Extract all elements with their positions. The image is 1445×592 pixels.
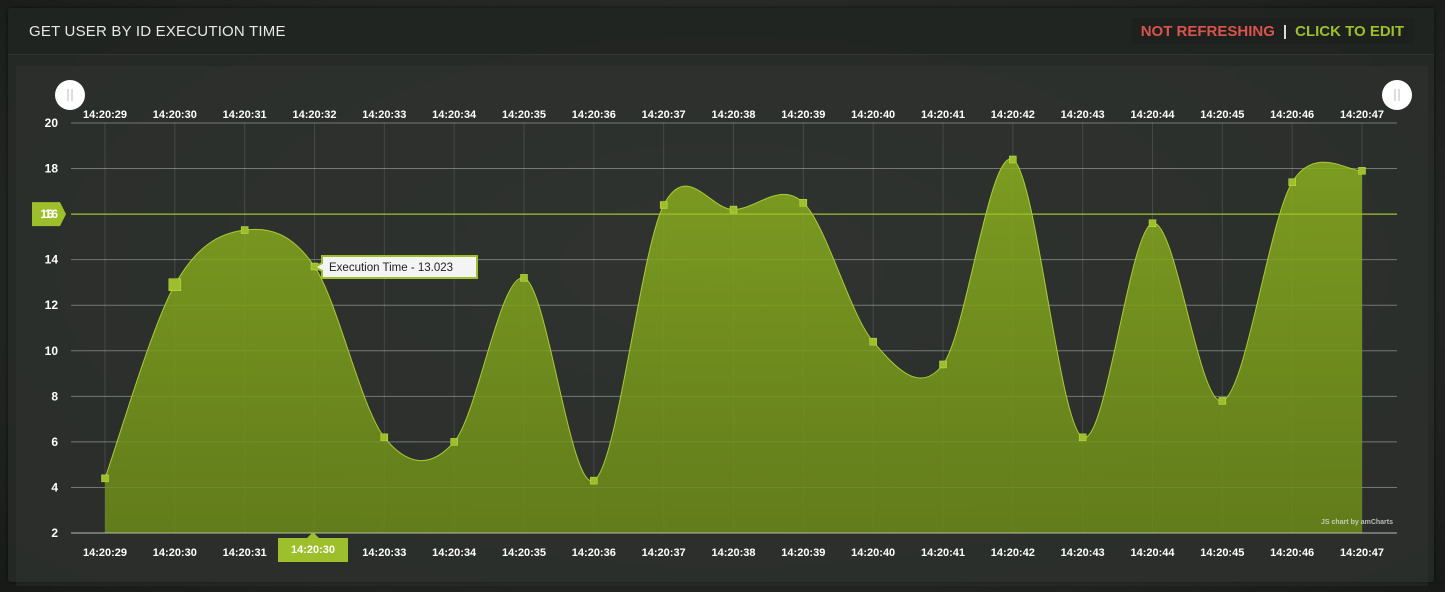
amcharts-credit: JS chart by amCharts [1321,519,1393,526]
x-tick-label: 14:20:47 [1340,547,1384,559]
x-tick-label: 14:20:45 [1200,547,1244,559]
guide-line: 16 [32,202,1397,227]
x-tick-label: 14:20:37 [642,547,686,559]
cursor-category-label: 14:20:30 [291,544,335,556]
guide-label: 16 [40,207,54,221]
data-point-marker [799,198,808,207]
x-tick-label: 14:20:42 [991,547,1035,559]
x-tick-label-top: 14:20:45 [1200,109,1244,121]
y-tick-label: 16 [45,207,59,221]
data-point-marker [1078,433,1087,442]
x-tick-label-top: 14:20:30 [153,109,197,121]
x-tick-label: 14:20:29 [83,547,127,559]
y-tick-label: 10 [45,344,59,358]
x-tick-label: 14:20:35 [502,547,546,559]
x-tick-label: 14:20:41 [921,547,965,559]
x-tick-label: 14:20:34 [432,547,477,559]
data-point-marker [659,201,668,209]
tooltip-text: Execution Time - 13.023 [329,262,453,274]
data-point-marker [240,226,249,234]
area-series [104,158,1363,534]
data-point-marker [1148,219,1157,227]
data-markers [101,155,1366,485]
area-fill [105,158,1362,534]
data-point-marker [101,474,109,483]
data-point-marker [1009,155,1017,164]
scrollbar-grip-left [55,80,85,110]
x-tick-label-top: 14:20:39 [781,109,825,121]
x-tick-label-top: 14:20:35 [502,109,546,121]
y-tick-label: 2 [51,526,58,540]
x-tick-label-top: 14:20:31 [223,109,267,121]
y-tick-label: 18 [45,162,59,176]
data-point-marker [1218,397,1227,405]
x-tick-label-top: 14:20:44 [1130,109,1175,121]
data-point-marker [168,278,182,291]
x-tick-label: 14:20:30 [153,547,197,559]
x-tick-label-top: 14:20:29 [83,109,127,121]
x-tick-label-top: 14:20:34 [432,109,477,121]
data-point-marker [1358,167,1366,175]
x-tick-label: 14:20:46 [1270,547,1314,559]
x-tick-label-top: 14:20:32 [292,109,336,121]
y-tick-label: 12 [45,298,59,312]
cursor-category-box [278,532,348,562]
data-point-marker [869,337,877,346]
y-tick-label: 8 [51,389,58,403]
x-tick-label: 14:20:40 [851,547,895,559]
y-tick-label: 4 [51,480,58,494]
click-to-edit-button[interactable]: CLICK TO EDIT [1295,22,1404,40]
data-point-marker [939,360,947,369]
x-tick-label-top: 14:20:40 [851,109,895,121]
scrollbar-grip-right [1382,80,1412,110]
y-tick-label: 14 [45,253,59,267]
x-tick-label-top: 14:20:43 [1061,109,1105,121]
x-tick-label-top: 14:20:37 [642,109,686,121]
y-tick-label: 6 [51,435,58,449]
tooltip-box [312,255,478,279]
x-tick-label: 14:20:39 [781,547,825,559]
x-tick-label: 14:20:43 [1061,547,1105,559]
x-tick-label: 14:20:33 [362,547,406,559]
x-tick-label-top: 14:20:42 [991,109,1035,121]
x-tick-label: 14:20:38 [711,547,755,559]
y-tick-label: 20 [45,116,59,130]
status-box: NOT REFRESHING | CLICK TO EDIT [1130,18,1414,44]
overlays: 14:20:30 Execution Time - 13.023 JS chart … [55,80,1412,562]
panel-header: GET USER BY ID EXECUTION TIME NOT REFRES… [8,8,1434,55]
data-point-marker [380,433,389,442]
data-point-marker [590,476,598,485]
data-point-marker [520,274,528,282]
x-tick-label-top: 14:20:36 [572,109,616,121]
x-tick-label-top: 14:20:46 [1270,109,1314,121]
panel-title: GET USER BY ID EXECUTION TIME [29,23,286,40]
x-tick-label: 14:20:44 [1130,547,1175,559]
x-tick-label: 14:20:36 [572,547,616,559]
x-tick-label-top: 14:20:33 [362,109,406,121]
x-tick-label-top: 14:20:41 [921,109,965,121]
x-tick-label-top: 14:20:38 [711,109,755,121]
x-tick-label-top: 14:20:47 [1340,109,1384,121]
status-separator: | [1282,22,1288,40]
data-point-marker [729,205,738,214]
data-point-marker [450,438,458,446]
guide-label-box [32,202,66,227]
data-point-marker [1288,178,1296,186]
axes: 2 4 6 8 10 12 14 16 18 20 14:20:29 14:20:29 14:20:30… [45,109,1397,559]
x-tick-label: 14:20:31 [223,547,267,559]
not-refreshing-label: NOT REFRESHING [1140,22,1275,40]
